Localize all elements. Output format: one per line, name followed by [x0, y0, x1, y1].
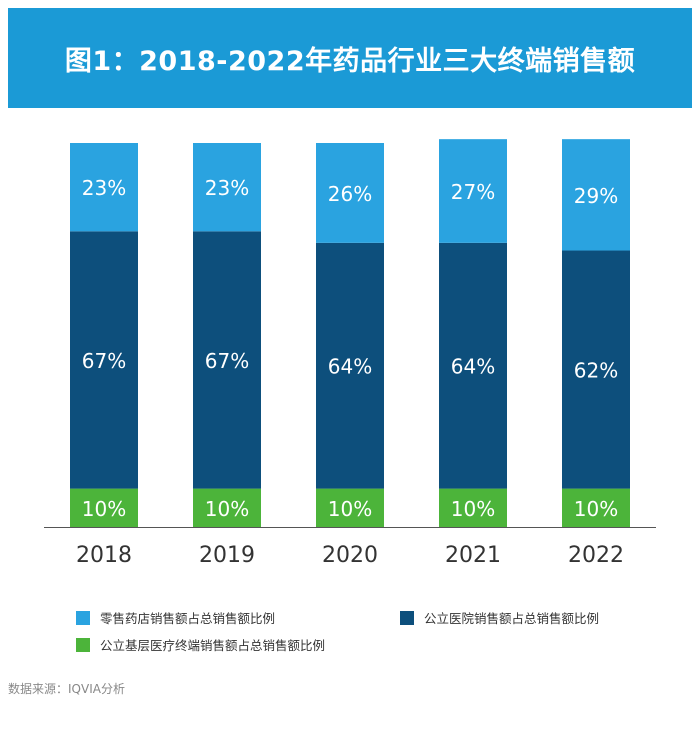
bar-segment	[193, 231, 261, 489]
bar-data-label: 10%	[574, 497, 618, 521]
stacked-bar-chart: 10% 67% 23% 2018 10% 67% 23% 2019 10% 64% 26% 2020 1…	[44, 139, 656, 568]
legend-label-primary: 公立基层医疗终端销售额占总销售额比例	[100, 638, 326, 653]
x-tick-label: 2018	[76, 543, 132, 568]
bar-segment	[70, 143, 138, 232]
title-banner: 图1：2018-2022年药品行业三大终端销售额	[8, 8, 692, 108]
bar-data-label: 64%	[328, 355, 372, 379]
bar-segment	[562, 250, 630, 489]
bar-segment	[439, 242, 507, 489]
bar-segment	[70, 488, 138, 527]
source-note: 数据来源：IQVIA分析	[8, 682, 125, 696]
bar-segment	[316, 242, 384, 489]
legend-swatch-hospital	[400, 610, 414, 625]
bar-segment	[70, 231, 138, 489]
x-tick-label: 2022	[568, 543, 624, 568]
bar-data-label: 10%	[82, 497, 126, 521]
bar-data-label: 27%	[451, 180, 495, 204]
bar-data-label: 23%	[82, 176, 126, 200]
bar-data-label: 64%	[451, 355, 495, 379]
legend-item-hospital: 公立医院销售额占总销售额比例	[400, 608, 599, 627]
x-tick-label: 2020	[322, 543, 378, 568]
bar-segment	[439, 488, 507, 527]
bar-data-label: 10%	[451, 497, 495, 521]
legend-swatch-retail	[76, 610, 90, 625]
bar-segment	[193, 488, 261, 527]
legend-label-retail: 零售药店销售额占总销售额比例	[100, 611, 276, 626]
bar-segment	[193, 143, 261, 232]
legend-item-retail: 零售药店销售额占总销售额比例	[76, 608, 275, 627]
chart-title: 图1：2018-2022年药品行业三大终端销售额	[64, 45, 636, 77]
x-tick-label: 2019	[199, 543, 255, 568]
legend-item-primary: 公立基层医疗终端销售额占总销售额比例	[76, 635, 325, 654]
bar-data-label: 10%	[205, 497, 249, 521]
bar-segment	[562, 139, 630, 251]
bar-segment	[562, 488, 630, 527]
bar-segment	[316, 488, 384, 527]
x-tick-label: 2021	[445, 543, 501, 568]
bar-segment	[316, 143, 384, 243]
legend-label-hospital: 公立医院销售额占总销售额比例	[424, 611, 600, 626]
bar-data-label: 26%	[328, 182, 372, 206]
bar-segment	[439, 139, 507, 243]
bar-data-label: 29%	[574, 184, 618, 208]
bar-data-label: 23%	[205, 176, 249, 200]
legend-swatch-primary	[76, 637, 90, 652]
bar-data-label: 62%	[574, 359, 618, 383]
bar-data-label: 67%	[82, 349, 126, 373]
bar-data-label: 67%	[205, 349, 249, 373]
bar-data-label: 10%	[328, 497, 372, 521]
